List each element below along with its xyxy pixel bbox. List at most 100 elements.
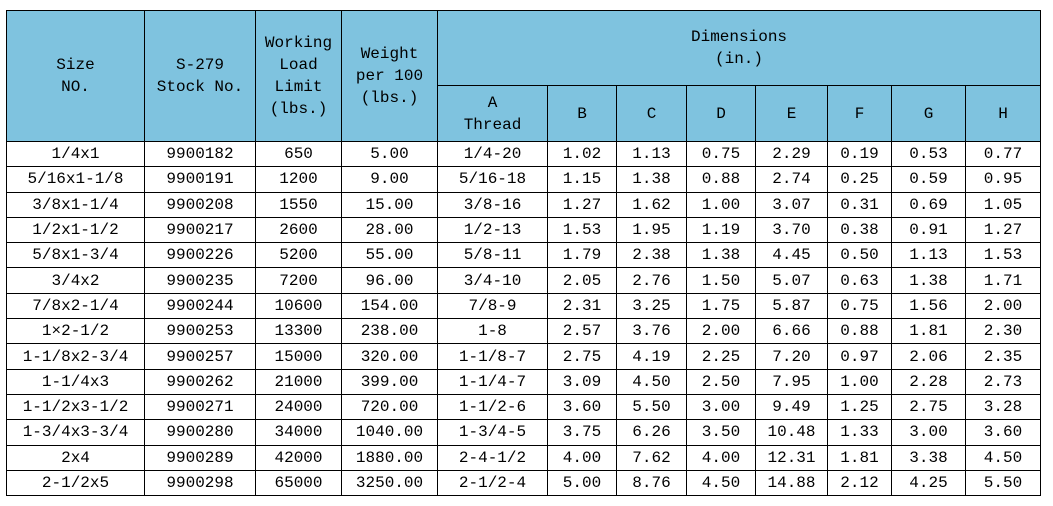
table-cell: 1.71 xyxy=(964,267,1042,294)
table-cell: 5.50 xyxy=(616,393,687,421)
table-cell: 3.00 xyxy=(891,419,966,446)
table-cell: 1-1/4-7 xyxy=(437,368,548,395)
table-cell: 4.25 xyxy=(891,469,966,497)
table-cell: 1.19 xyxy=(686,216,756,244)
table-cell: 0.95 xyxy=(964,166,1042,193)
table-cell: 1.38 xyxy=(616,166,687,193)
table-cell: 4.45 xyxy=(755,242,828,269)
table-cell: 4.00 xyxy=(547,444,617,471)
table-cell: 3.09 xyxy=(547,368,617,395)
table-row: 5/8x1-3/4 9900226 5200 55.00 5/8-11 1.79 2.38 1… xyxy=(6,242,1042,269)
column-header-line: E xyxy=(786,104,797,123)
table-row: 1/2x1-1/2 9900217 2600 28.00 1/2-13 1.53 1.95 1… xyxy=(6,216,1042,244)
table-cell: 14.88 xyxy=(755,469,828,497)
table-cell: 9900257 xyxy=(144,343,256,370)
table-cell: 1.95 xyxy=(616,216,687,244)
table-cell: 2.38 xyxy=(616,242,687,269)
table-row: 2x4 9900289 42000 1880.00 2-4-1/2 4.00 7.62 4.0… xyxy=(6,444,1042,471)
table-cell: 3.75 xyxy=(547,419,617,446)
table-cell: 2.31 xyxy=(547,292,617,320)
table-cell: 12.31 xyxy=(755,444,828,471)
table-cell: 3.07 xyxy=(755,191,828,218)
column-header: C xyxy=(616,85,687,142)
table-cell: 1.38 xyxy=(891,267,966,294)
table-cell: 1×2-1/2 xyxy=(6,318,145,345)
table-cell: 0.77 xyxy=(964,140,1042,168)
table-cell: 9900253 xyxy=(144,318,256,345)
table-body: 1/4x1 9900182 650 5.00 1/4-20 1.02 1.13 0.75 2.2… xyxy=(6,140,1042,497)
table-row: 1-3/4x3-3/4 9900280 34000 1040.00 1-3/4-5 3.7… xyxy=(6,419,1042,446)
column-header-line: Limit xyxy=(274,78,323,96)
table-cell: 720.00 xyxy=(341,393,438,421)
table-cell: 2.57 xyxy=(547,318,617,345)
table-cell: 320.00 xyxy=(341,343,438,370)
table-cell: 9900191 xyxy=(144,166,256,193)
table-cell: 2600 xyxy=(255,216,342,244)
table-cell: 0.19 xyxy=(827,140,892,168)
table-cell: 24000 xyxy=(255,393,342,421)
column-header-line: B xyxy=(577,104,587,123)
table-cell: 399.00 xyxy=(341,368,438,395)
table-cell: 0.50 xyxy=(827,242,892,269)
table-cell: 0.59 xyxy=(891,166,966,193)
table-cell: 7200 xyxy=(255,267,342,294)
table-cell: 0.38 xyxy=(827,216,892,244)
column-header: G xyxy=(891,85,966,142)
table-cell: 5/16-18 xyxy=(437,166,548,193)
table-cell: 9.49 xyxy=(755,393,828,421)
column-header: Size NO. xyxy=(6,10,145,142)
table-row: 1-1/8x2-3/4 9900257 15000 320.00 1-1/8-7 2.75… xyxy=(6,343,1042,370)
table-cell: 3.38 xyxy=(891,444,966,471)
table-cell: 1/4-20 xyxy=(437,140,548,168)
table-cell: 5.50 xyxy=(964,469,1042,497)
table-cell: 96.00 xyxy=(341,267,438,294)
table-cell: 9900217 xyxy=(144,216,256,244)
table-cell: 9900289 xyxy=(144,444,256,471)
table-cell: 2.25 xyxy=(686,343,756,370)
table-cell: 1.33 xyxy=(827,419,892,446)
column-header-line: per 100 xyxy=(355,67,424,85)
table-cell: 1/2-13 xyxy=(437,216,548,244)
table-cell: 7.20 xyxy=(755,343,828,370)
table-cell: 5.00 xyxy=(547,469,617,497)
table-cell: 0.75 xyxy=(827,292,892,320)
table-cell: 9900280 xyxy=(144,419,256,446)
table-cell: 1.38 xyxy=(686,242,756,269)
table-cell: 5.00 xyxy=(341,140,438,168)
column-header: Working Load Limit (lbs.) xyxy=(255,10,342,142)
table-cell: 1.53 xyxy=(964,242,1042,269)
table-cell: 3.25 xyxy=(616,292,687,320)
table-cell: 1.13 xyxy=(891,242,966,269)
column-header-line: Working xyxy=(264,34,333,52)
table-cell: 9900271 xyxy=(144,393,256,421)
table-cell: 2x4 xyxy=(6,444,145,471)
table-cell: 5/8-11 xyxy=(437,242,548,269)
table-row: 1-1/4x3 9900262 21000 399.00 1-1/4-7 3.09 4.50… xyxy=(6,368,1042,395)
table-cell: 0.75 xyxy=(686,140,756,168)
table-cell: 0.31 xyxy=(827,191,892,218)
table-cell: 9900208 xyxy=(144,191,256,218)
table-cell: 2.00 xyxy=(686,318,756,345)
table-cell: 2.35 xyxy=(964,343,1042,370)
table-cell: 0.53 xyxy=(891,140,966,168)
table-cell: 7/8-9 xyxy=(437,292,548,320)
table-cell: 0.69 xyxy=(891,191,966,218)
column-header-line: Weight xyxy=(360,45,419,63)
table-row: 7/8x2-1/4 9900244 10600 154.00 7/8-9 2.31 3.25… xyxy=(6,292,1042,320)
table-cell: 2.12 xyxy=(827,469,892,497)
header-subrow: A Thread B C D E F G H xyxy=(7,85,1042,142)
table-cell: 1-8 xyxy=(437,318,548,345)
table-cell: 4.50 xyxy=(686,469,756,497)
table-cell: 21000 xyxy=(255,368,342,395)
table-cell: 9900298 xyxy=(144,469,256,497)
spec-table: Size NO. S-279 Stock No. Working Load Limit (lb… xyxy=(6,10,1042,497)
column-header: F xyxy=(827,85,892,142)
table-cell: 1.02 xyxy=(547,140,617,168)
table-cell: 1-1/2x3-1/2 xyxy=(6,393,145,421)
table-cell: 2-1/2x5 xyxy=(6,469,145,497)
table-cell: 1.53 xyxy=(547,216,617,244)
table-cell: 1.27 xyxy=(964,216,1042,244)
column-header-line: Load xyxy=(279,56,318,74)
table-cell: 3/4x2 xyxy=(6,267,145,294)
